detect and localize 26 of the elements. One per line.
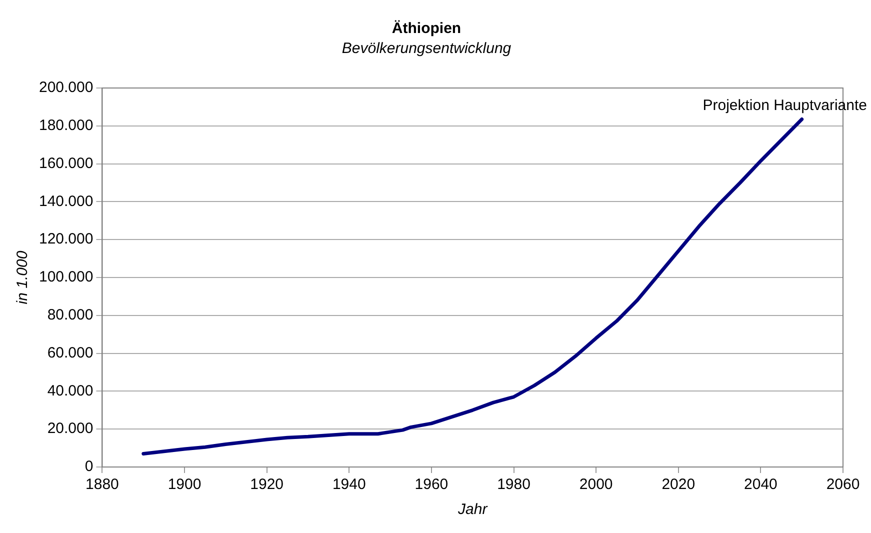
y-axis-title: in 1.000 [14,250,32,304]
x-tick-label: 2020 [662,476,696,494]
y-tick-label: 60.000 [47,344,94,362]
chart-subtitle: Bevölkerungsentwicklung [342,40,512,58]
y-tick-label: 20.000 [47,420,94,438]
x-tick-label: 1980 [497,476,530,494]
y-tick-label: 140.000 [38,192,94,210]
x-tick-label: 2040 [744,476,778,494]
x-tick-label: 1880 [86,476,119,494]
x-tick-label: 1900 [168,476,202,494]
x-tick-label: 2060 [826,476,860,494]
y-tick-label: 180.000 [38,117,94,134]
x-tick-label: 1920 [250,476,284,494]
y-tick-label: 100.000 [38,268,94,286]
y-tick-label: 120.000 [38,230,94,248]
chart-title: Äthiopien [392,20,462,38]
x-tick-label: 1960 [414,476,448,494]
x-tick-label: 1940 [332,476,366,494]
x-axis-title: Jahr [457,501,488,518]
annotation: Projektion Hauptvariante [702,96,868,114]
y-tick-label: 160.000 [38,154,94,172]
y-tick-label: 200.000 [38,79,94,96]
x-tick-label: 2000 [579,476,613,494]
y-tick-label: 80.000 [47,306,94,324]
y-tick-label: 40.000 [47,382,94,400]
y-tick-label: 0 [84,458,94,476]
